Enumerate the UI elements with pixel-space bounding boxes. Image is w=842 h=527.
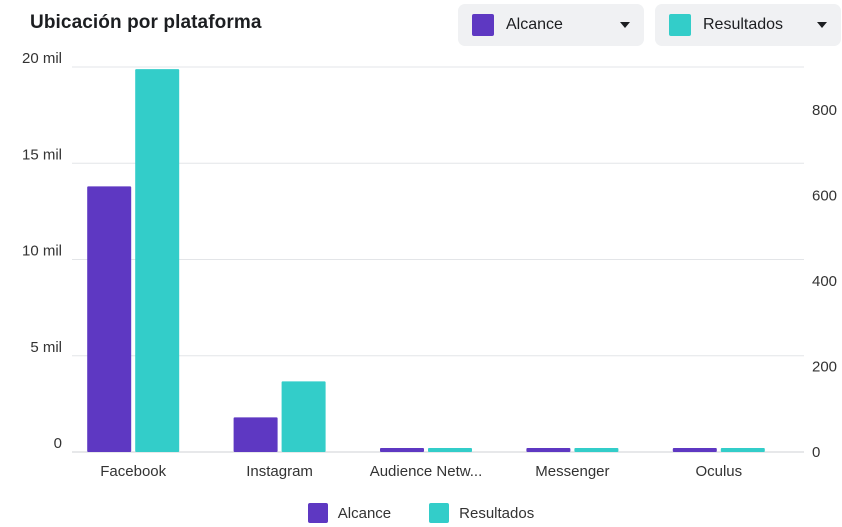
bar-resultados-3 — [574, 448, 619, 452]
y-right-tick-label: 400 — [812, 273, 837, 290]
metric-selector-resultados[interactable]: Resultados — [655, 4, 841, 46]
metric-selector-label: Resultados — [703, 16, 784, 33]
y-left-tick-label: 15 mil — [22, 146, 62, 163]
bar-alcance-2 — [380, 448, 424, 452]
y-right-tick-label: 0 — [812, 444, 820, 461]
bar-alcance-0 — [87, 186, 132, 452]
y-left-tick-label: 20 mil — [22, 50, 62, 67]
x-tick-label: Facebook — [100, 463, 166, 480]
metric-selector-label: Alcance — [506, 16, 563, 33]
y-right-tick-label: 200 — [812, 358, 837, 375]
bar-resultados-4 — [720, 448, 765, 452]
x-tick-label: Audience Netw... — [370, 463, 483, 480]
chevron-down-icon — [817, 22, 827, 28]
bar-alcance-3 — [526, 448, 571, 452]
y-left-tick-label: 5 mil — [30, 339, 62, 356]
x-tick-label: Oculus — [695, 463, 742, 480]
legend-item-alcance[interactable]: Alcance — [307, 503, 392, 523]
x-tick-label: Messenger — [535, 463, 609, 480]
bar-alcance-1 — [233, 417, 278, 452]
y-right-tick-label: 600 — [812, 187, 837, 204]
legend-swatch-resultados — [429, 503, 450, 523]
bar-alcance-4 — [672, 448, 717, 452]
chart-title: Ubicación por plataforma — [30, 12, 262, 33]
y-left-tick-label: 0 — [54, 435, 62, 452]
resultados-color-swatch — [669, 14, 691, 36]
bar-resultados-2 — [428, 448, 472, 452]
bar-resultados-1 — [281, 381, 326, 452]
y-left-tick-label: 10 mil — [22, 243, 62, 260]
legend-label: Alcance — [337, 504, 392, 522]
alcance-color-swatch — [472, 14, 494, 36]
legend-item-resultados[interactable]: Resultados — [429, 503, 534, 523]
chart-legend: Alcance Resultados — [0, 503, 842, 523]
metric-selector-alcance[interactable]: Alcance — [458, 4, 644, 46]
bar-resultados-0 — [135, 69, 180, 452]
legend-swatch-alcance — [307, 503, 328, 523]
x-tick-label: Instagram — [246, 463, 313, 480]
y-right-tick-label: 800 — [812, 102, 837, 119]
legend-label: Resultados — [459, 504, 535, 522]
chevron-down-icon — [620, 22, 630, 28]
